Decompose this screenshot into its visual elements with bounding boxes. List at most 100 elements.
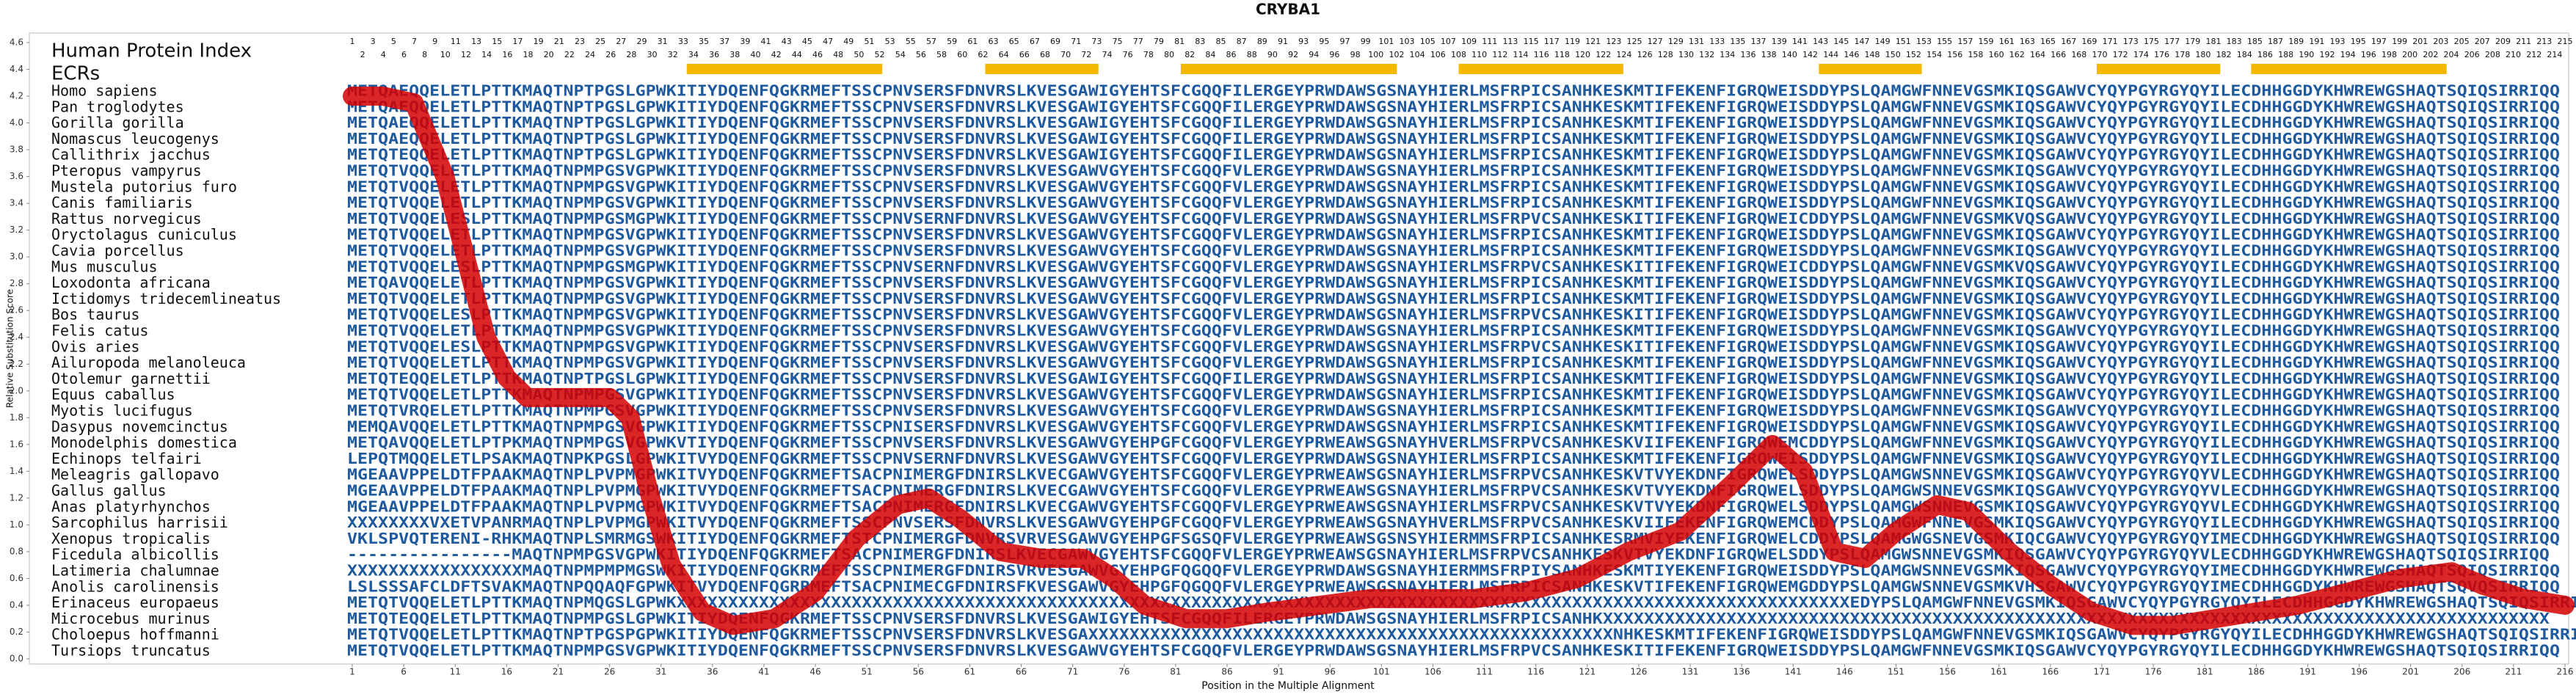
protein-index: 125	[1627, 37, 1642, 46]
y-tick-label: 2.8	[10, 278, 23, 288]
sequence: METQAEQQELETLPTTKMAQTNPTPGSLGPWKITIYDQEN…	[347, 114, 2560, 131]
species-name: Mus musculus	[51, 258, 158, 275]
sequence: METQAVQQELETLPTTKMAQTNPMPGSVGPWKITIYDQEN…	[347, 274, 2560, 291]
protein-index: 24	[585, 50, 595, 59]
protein-index: 127	[1648, 37, 1663, 46]
species-name: Loxodonta africana	[51, 274, 211, 291]
protein-index: 145	[1833, 37, 1849, 46]
protein-index: 43	[782, 37, 792, 46]
protein-index: 59	[947, 37, 957, 46]
protein-index: 85	[1215, 37, 1226, 46]
sequence: METQTVQQELETLPTTKMAQTNPMPGSVGPWKITIYDQEN…	[347, 322, 2560, 340]
sequence: METQTVQQELESLPTTKMAQTNPMPGSVGPWKITIYDQEN…	[347, 337, 2560, 355]
protein-index: 75	[1113, 37, 1123, 46]
protein-index: 148	[1865, 50, 1880, 59]
protein-index: 174	[2133, 50, 2149, 59]
protein-index: 170	[2092, 50, 2108, 59]
protein-index: 34	[688, 50, 699, 59]
protein-index: 13	[471, 37, 481, 46]
sequence: METQTVQQELETLPTTKMAQTNPMPGSVGPWKITIYDQEN…	[347, 386, 2560, 404]
protein-index: 54	[895, 50, 906, 59]
protein-index: 137	[1751, 37, 1767, 46]
protein-index: 179	[2185, 37, 2200, 46]
protein-index: 158	[1968, 50, 1983, 59]
protein-index: 103	[1400, 37, 1415, 46]
y-tick-label: 1.4	[10, 466, 23, 476]
protein-index: 8	[422, 50, 427, 59]
x-tick-label: 46	[809, 667, 821, 677]
protein-index: 51	[864, 37, 874, 46]
protein-index: 4	[381, 50, 386, 59]
x-tick-label: 111	[1476, 667, 1493, 677]
protein-index: 153	[1916, 37, 1932, 46]
x-tick-label: 191	[2299, 667, 2316, 677]
protein-index: 189	[2288, 37, 2304, 46]
protein-index: 123	[1606, 37, 1621, 46]
y-tick-label: 3.2	[10, 225, 23, 235]
protein-index: 181	[2205, 37, 2221, 46]
protein-index: 129	[1668, 37, 1684, 46]
protein-index: 118	[1554, 50, 1570, 59]
protein-index: 25	[595, 37, 605, 46]
protein-index: 84	[1205, 50, 1215, 59]
protein-index: 132	[1699, 50, 1714, 59]
protein-index: 96	[1329, 50, 1339, 59]
species-name: Mustela putorius furo	[51, 178, 237, 195]
protein-index: 134	[1720, 50, 1735, 59]
protein-index: 151	[1896, 37, 1911, 46]
protein-index: 93	[1298, 37, 1309, 46]
protein-index: 206	[2464, 50, 2480, 59]
y-tick-label: 1.8	[10, 412, 23, 423]
ecr-bar	[1180, 64, 1397, 74]
row-header: Human Protein Index	[51, 40, 252, 62]
protein-index: 152	[1906, 50, 1921, 59]
protein-index: 119	[1565, 37, 1580, 46]
sequence: VKLSPVQTERENI-RHKMAQTNPLSMRMGSWKITIYDQEN…	[347, 530, 2560, 547]
protein-index: 197	[2371, 37, 2387, 46]
protein-index: 31	[658, 37, 668, 46]
protein-index: 53	[885, 37, 895, 46]
protein-index: 128	[1658, 50, 1673, 59]
protein-index: 27	[616, 37, 626, 46]
x-tick-label: 186	[2248, 667, 2265, 677]
protein-index: 46	[812, 50, 823, 59]
protein-index: 26	[605, 50, 616, 59]
protein-index: 191	[2309, 37, 2324, 46]
sequence: METQTVQQELETLPTTKMAQTNPMPGSVGPWKITIYDQEN…	[347, 194, 2560, 211]
protein-index: 184	[2237, 50, 2252, 59]
sequence: ----------------MAQTNPMPGSVGPWKITIYDQENF…	[347, 546, 2550, 563]
protein-index: 22	[564, 50, 575, 59]
protein-index: 147	[1854, 37, 1869, 46]
species-name: Gorilla gorilla	[51, 114, 184, 131]
protein-index: 205	[2454, 37, 2470, 46]
species-name: Otolemur garnettii	[51, 370, 211, 387]
protein-index: 211	[2516, 37, 2531, 46]
protein-index: 86	[1226, 50, 1237, 59]
protein-index: 136	[1740, 50, 1755, 59]
sequence: METQTVQQELETLPTTKMAQTNPMPGSVGPWKITIYDQEN…	[347, 178, 2560, 195]
protein-index: 108	[1451, 50, 1466, 59]
species-name: Ictidomys tridecemlineatus	[51, 290, 281, 307]
sequence: METQTVQQELETLPTTKMAQTNPTPGSPGPWKITIYDQEN…	[347, 626, 2576, 643]
protein-index: 44	[792, 50, 802, 59]
sequence: MGEAAVPPELDTFPAAKMAQTNPLPVPMGPWKITVYDQEN…	[347, 482, 2560, 500]
species-name: Myotis lucifugus	[51, 402, 193, 420]
protein-index: 130	[1678, 50, 1694, 59]
protein-index: 106	[1430, 50, 1446, 59]
y-tick-label: 4.4	[10, 64, 23, 74]
protein-index: 48	[833, 50, 843, 59]
y-axis-label: Relative Substitution Score	[5, 289, 15, 408]
protein-index: 1	[350, 37, 355, 46]
protein-index: 42	[771, 50, 782, 59]
protein-index: 30	[647, 50, 658, 59]
protein-index: 52	[875, 50, 885, 59]
sequence: METQTVQQELETLPTTKMAQTNPMPGSVGPWKITIYDQEN…	[347, 162, 2560, 180]
x-tick-label: 66	[1016, 667, 1027, 677]
protein-index: 146	[1844, 50, 1859, 59]
y-tick-label: 1.6	[10, 439, 23, 449]
protein-index: 159	[1979, 37, 1994, 46]
protein-index: 95	[1319, 37, 1329, 46]
sequence: MGEAAVPPELDTFPAAKMAQTNPLPVPMGPWKITVYDQEN…	[347, 497, 2560, 515]
protein-index: 91	[1278, 37, 1288, 46]
sequence: XXXXXXXXVXETVPANRMAQTNPLPVPMGPWKITVYDQEN…	[347, 514, 2560, 531]
